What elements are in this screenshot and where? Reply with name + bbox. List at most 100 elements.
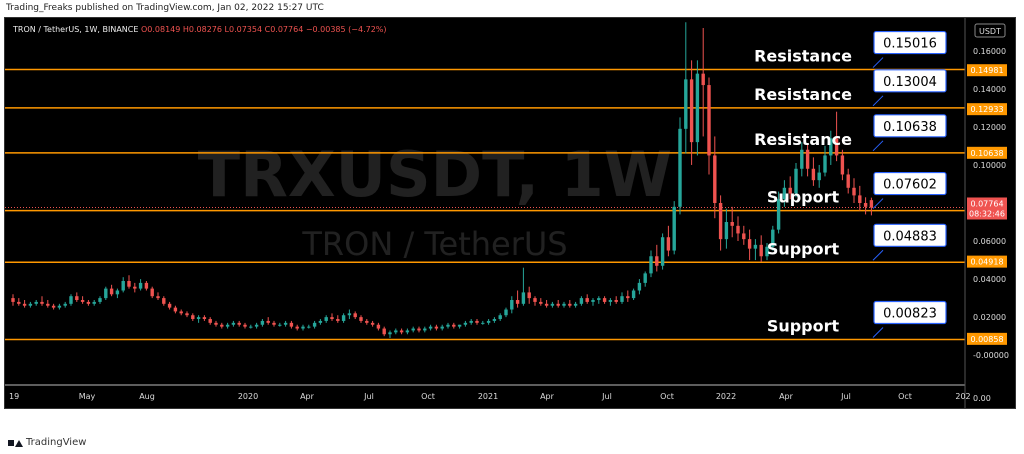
candle-body	[840, 155, 845, 175]
price-tag	[967, 332, 1007, 345]
candle-body	[747, 239, 752, 249]
candle-body	[185, 313, 189, 316]
y-tick-label: 0.00	[973, 394, 991, 403]
candle-body	[34, 301, 38, 304]
candle-body	[318, 320, 323, 323]
candle-body	[394, 330, 398, 333]
level-type-label: Support	[767, 239, 840, 258]
level-value-box[interactable]	[873, 300, 947, 325]
level-value-box[interactable]	[873, 223, 947, 247]
candle-body	[765, 246, 769, 257]
candle-body	[156, 296, 160, 299]
price-tag	[967, 103, 1007, 116]
y-tick-label: 0.14000	[973, 85, 1006, 94]
chart-frame[interactable]: TRXUSDT, 1W TRON / TetherUS Resistance 0.1…	[4, 17, 1016, 409]
level-value-text: 0.10638	[883, 120, 937, 135]
candle-body	[649, 256, 653, 274]
publish-info: Trading_Freaks published on TradingView.…	[6, 3, 324, 13]
candle-body	[707, 85, 711, 156]
candle-body	[109, 288, 114, 295]
candle-body	[417, 328, 421, 331]
candle-body	[730, 222, 734, 226]
level-value-box[interactable]	[873, 30, 947, 55]
candle-body	[736, 225, 740, 234]
candle-body	[208, 319, 212, 323]
candle-body	[225, 324, 230, 327]
candle-body	[452, 324, 456, 327]
candle-body	[521, 292, 526, 304]
candle-body	[805, 149, 810, 169]
candle-body	[858, 195, 862, 203]
level-value-text: 0.13004	[883, 75, 937, 90]
candle-body	[811, 168, 816, 181]
candle-body	[602, 298, 607, 302]
level-value-box[interactable]	[873, 69, 947, 93]
candle-body	[544, 303, 549, 306]
tradingview-logo-icon	[8, 438, 23, 448]
candle-body	[469, 320, 473, 323]
tradingview-logo[interactable]: TradingView	[8, 437, 86, 448]
candle-body	[515, 300, 520, 304]
candle-body	[51, 305, 56, 308]
candle-body	[434, 326, 439, 329]
candle-body	[46, 303, 50, 306]
candle-body	[457, 324, 462, 327]
y-tick-label: 0.04000	[973, 275, 1006, 284]
candle-body	[231, 322, 236, 325]
candle-body	[57, 305, 62, 308]
countdown-text: 08:32:46	[969, 209, 1005, 218]
candle-body	[689, 79, 694, 143]
level-type-label: Resistance	[754, 85, 852, 104]
level-value-text: 0.04883	[883, 229, 937, 244]
candle-body	[718, 203, 723, 240]
candle-body	[423, 328, 427, 331]
candle-body	[846, 174, 850, 188]
x-tick-label: 2022	[716, 392, 736, 401]
candle-body	[695, 73, 700, 143]
currency-box[interactable]	[974, 23, 1006, 38]
candle-body	[597, 298, 601, 301]
candle-body	[28, 303, 33, 306]
candle-body	[283, 322, 288, 325]
candle-body	[672, 206, 676, 251]
candle-body	[753, 244, 758, 249]
x-tick-label: Oct	[421, 392, 435, 401]
y-tick-label: 0.06000	[973, 237, 1006, 246]
level-value-text: 0.07602	[883, 178, 937, 193]
candle-body	[22, 303, 27, 306]
level-type-label: Resistance	[754, 47, 852, 66]
level-value-box[interactable]	[873, 171, 947, 196]
candle-body	[446, 324, 450, 327]
candle-body	[347, 313, 352, 316]
x-tick-label: 2020	[238, 392, 258, 401]
callout-connector	[872, 249, 884, 261]
callout-connector	[872, 95, 884, 107]
candle-body	[643, 273, 647, 283]
candle-body	[295, 326, 299, 329]
candle-body	[179, 311, 183, 314]
level-type-label: Support	[767, 317, 840, 336]
candle-body	[92, 301, 96, 304]
candle-body	[591, 300, 595, 302]
level-value-box[interactable]	[873, 114, 947, 138]
candle-body	[794, 168, 798, 194]
candle-body	[214, 322, 218, 325]
y-tick-label: 0.02000	[973, 313, 1006, 322]
candlestick-chart[interactable]: TRXUSDT, 1W TRON / TetherUS Resistance 0.1…	[5, 18, 1015, 408]
candle-body	[684, 79, 688, 129]
x-tick-label: Apr	[300, 392, 315, 401]
x-tick-label: 202	[955, 392, 970, 401]
x-tick-label: Jul	[363, 392, 374, 401]
candle-body	[701, 73, 705, 86]
candle-body	[678, 128, 682, 207]
x-tick-label: Aug	[139, 392, 155, 401]
candle-body	[724, 222, 729, 240]
current-price-tag	[967, 197, 1007, 220]
candle-body	[539, 301, 543, 304]
candle-body	[788, 187, 792, 194]
x-tick-label: May	[79, 392, 96, 401]
candle-body	[138, 282, 143, 289]
symbol-legend[interactable]: TRON / TetherUS, 1W, BINANCE O0.08149 H0…	[12, 25, 387, 34]
candle-body	[486, 320, 491, 323]
candle-body	[86, 301, 91, 304]
